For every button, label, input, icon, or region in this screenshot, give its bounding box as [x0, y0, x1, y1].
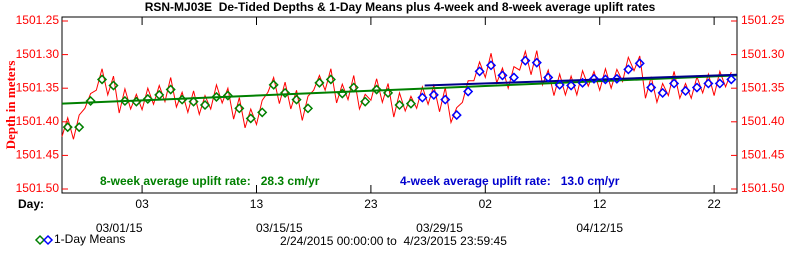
- mean-marker: [577, 77, 588, 88]
- annotation: 4-week average uplift rate: 13.0 cm/yr: [400, 174, 620, 188]
- y-tick-label-right: 1501.40: [741, 114, 785, 128]
- mean-marker: [726, 74, 737, 85]
- mean-marker: [485, 60, 497, 71]
- x-tick-label: 12: [593, 197, 607, 211]
- x-tick-label: 23: [364, 197, 378, 211]
- mean-marker: [394, 99, 405, 111]
- y-tick-label-right: 1501.25: [741, 13, 785, 27]
- mean-marker: [508, 72, 519, 83]
- date-tick-label: 03/15/15: [256, 221, 303, 235]
- mean-marker: [142, 93, 153, 105]
- mean-marker: [600, 74, 611, 85]
- mean-marker: [657, 87, 668, 98]
- x-axis-title: Day:: [18, 197, 44, 211]
- mean-marker: [96, 74, 108, 85]
- annotation: 8-week average uplift rate: 28.3 cm/yr: [100, 174, 320, 188]
- mean-marker: [268, 79, 279, 90]
- mean-marker: [520, 55, 531, 66]
- y-tick-label: 1501.40: [16, 114, 60, 128]
- mean-marker: [566, 80, 577, 91]
- legend-marker: [34, 234, 46, 246]
- y-tick-label: 1501.45: [16, 148, 60, 162]
- date-tick-label: 03/01/15: [96, 221, 143, 235]
- mean-marker: [382, 87, 394, 98]
- plot-frame: [61, 16, 738, 194]
- mean-marker: [119, 95, 130, 107]
- x-tick-label: 02: [479, 197, 493, 211]
- mean-marker: [405, 98, 417, 109]
- mean-marker: [291, 94, 302, 105]
- mean-marker: [199, 99, 211, 111]
- mean-marker: [611, 73, 622, 84]
- date-range: 2/24/2015 00:00:00 to 4/23/2015 23:59:45: [280, 234, 507, 248]
- mean-marker: [348, 82, 359, 93]
- mean-marker: [474, 66, 485, 77]
- mean-marker: [428, 89, 439, 100]
- mean-marker: [222, 90, 233, 101]
- mean-marker: [680, 85, 691, 96]
- mean-marker: [588, 73, 600, 84]
- y-tick-label: 1501.30: [16, 47, 60, 61]
- mean-marker: [154, 89, 165, 100]
- mean-marker: [314, 77, 325, 88]
- mean-marker: [554, 79, 565, 90]
- mean-marker: [337, 88, 348, 99]
- mean-marker: [62, 122, 73, 133]
- y-tick-label-right: 1501.30: [741, 47, 785, 61]
- mean-marker: [703, 78, 714, 89]
- mean-marker: [531, 57, 542, 68]
- mean-marker: [325, 74, 336, 85]
- x-tick-label: 03: [135, 197, 149, 211]
- mean-marker: [234, 103, 245, 114]
- mean-marker: [108, 80, 119, 91]
- y-axis-title: Depth in meters: [3, 61, 18, 150]
- mean-marker: [623, 64, 634, 75]
- y-tick-label: 1501.50: [16, 181, 60, 195]
- legend-marker: [42, 234, 54, 246]
- x-tick-label: 22: [707, 197, 721, 211]
- y-tick-label-right: 1501.50: [741, 181, 785, 195]
- legend-label: 1-Day Means: [54, 232, 125, 246]
- mean-marker: [371, 84, 382, 95]
- mean-marker: [451, 110, 462, 121]
- mean-marker: [646, 82, 657, 93]
- mean-marker: [417, 92, 428, 103]
- mean-marker: [211, 91, 222, 102]
- date-tick-label: 04/12/15: [576, 221, 623, 235]
- mean-marker: [463, 86, 474, 97]
- raw-depth-line: [61, 49, 732, 140]
- mean-marker: [302, 103, 314, 114]
- date-tick-label: 03/29/15: [416, 221, 463, 235]
- mean-marker: [188, 96, 199, 107]
- mean-marker: [257, 107, 268, 118]
- mean-marker: [543, 72, 554, 83]
- mean-marker: [360, 96, 371, 107]
- mean-marker: [280, 87, 291, 98]
- mean-marker: [85, 95, 96, 107]
- mean-marker: [177, 94, 188, 105]
- y-tick-label: 1501.35: [16, 80, 60, 94]
- y-tick-label-right: 1501.45: [741, 148, 785, 162]
- mean-marker: [497, 70, 508, 81]
- mean-marker: [634, 58, 645, 69]
- mean-marker: [714, 78, 725, 89]
- trend-line: [61, 74, 738, 105]
- y-tick-label-right: 1501.35: [741, 80, 785, 94]
- mean-marker: [691, 82, 703, 93]
- mean-marker: [440, 94, 451, 105]
- mean-marker: [131, 96, 142, 107]
- mean-marker: [165, 84, 176, 95]
- mean-marker: [669, 78, 680, 89]
- mean-marker: [74, 122, 85, 133]
- y-tick-label: 1501.25: [16, 13, 60, 27]
- x-tick-label: 13: [250, 197, 264, 211]
- mean-marker: [245, 113, 256, 124]
- chart-title: RSN-MJ03E De-Tided Depths & 1-Day Means …: [145, 0, 656, 14]
